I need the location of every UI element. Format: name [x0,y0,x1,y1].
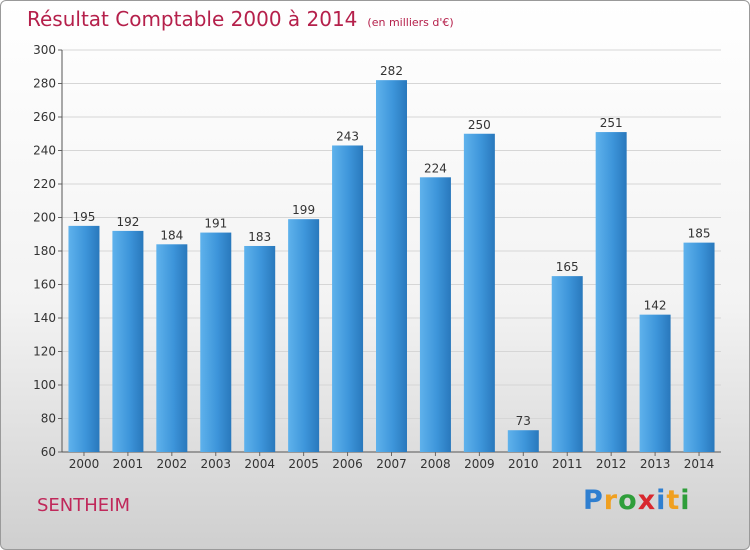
place-name: SENTHEIM [37,495,131,516]
x-tick-label-2011: 2011 [552,457,583,471]
x-tick-label-2001: 2001 [113,457,144,471]
y-tick-label: 60 [41,445,56,459]
value-label-2014: 185 [688,227,711,241]
value-label-2012: 251 [600,116,623,130]
value-label-2013: 142 [644,299,667,313]
value-label-2003: 191 [204,217,227,231]
value-label-2001: 192 [116,215,139,229]
bar-2013 [639,314,671,452]
bar-2010 [507,430,539,452]
value-label-2011: 165 [556,260,579,274]
bar-2001 [112,230,144,452]
bar-2007 [376,80,407,453]
x-tick-label-2009: 2009 [464,457,495,471]
value-label-2000: 195 [73,210,96,224]
bar-2014 [683,242,715,452]
y-tick-label: 100 [33,378,56,392]
y-tick-label: 160 [33,278,56,292]
y-tick-label: 180 [33,244,56,258]
x-tick-label-2012: 2012 [596,457,627,471]
chart-title-text: Résultat Comptable 2000 à 2014 [27,7,358,31]
x-tick-label-2010: 2010 [508,457,539,471]
x-tick-label-2008: 2008 [420,457,451,471]
y-tick-label: 200 [33,211,56,225]
value-label-2002: 184 [160,228,183,242]
y-tick-label: 80 [41,412,56,426]
bar-2002 [156,244,188,452]
bar-2000 [68,225,100,452]
x-tick-label-2013: 2013 [640,457,671,471]
x-tick-label-2014: 2014 [684,457,715,471]
x-tick-label-2002: 2002 [157,457,188,471]
proxiti-logo: Proxiti [583,485,691,516]
y-tick-label: 280 [33,77,56,91]
logo-letter: x [637,485,657,516]
bar-2011 [551,276,583,452]
bar-2012 [595,132,627,452]
y-tick-label: 120 [33,345,56,359]
logo-letter: i [680,485,691,516]
value-label-2009: 250 [468,118,491,132]
y-tick-label: 300 [33,43,56,57]
y-tick-label: 220 [33,177,56,191]
logo-letter: P [583,485,604,516]
y-tick-label: 260 [33,110,56,124]
x-tick-label-2004: 2004 [244,457,275,471]
value-label-2005: 199 [292,203,315,217]
value-label-2008: 224 [424,161,447,175]
value-label-2006: 243 [336,129,359,143]
x-tick-labels: 2000 2001 2002 2003 2004 2005 2006 2007 2008 2009… [69,452,715,471]
bar-2009 [463,133,495,452]
value-label-2004: 183 [248,230,271,244]
value-label-2007: 282 [380,64,403,78]
bar-2008 [419,177,451,453]
y-tick-label: 140 [33,311,56,325]
chart-title: Résultat Comptable 2000 à 2014 (en millie… [27,7,454,31]
logo-letter: o [618,485,638,516]
y-tick-label: 240 [33,144,56,158]
y-tick-labels: 60 80 100 120 140 160 180 200 220 240 260 280 300 [33,43,56,459]
bar-2006 [332,145,364,452]
x-tick-label-2003: 2003 [200,457,231,471]
bar-2003 [200,232,232,452]
logo-letter: t [666,485,681,516]
x-tick-label-2007: 2007 [376,457,407,471]
bars [68,80,715,453]
x-tick-label-2005: 2005 [288,457,319,471]
x-tick-label-2000: 2000 [69,457,100,471]
bar-2004 [244,245,276,452]
value-labels: 195 192 184 191 183 199 243 282 224 250 73 165 251 14… [73,64,711,428]
bar-2005 [288,219,320,452]
unit-note: (en milliers d'€) [367,16,454,29]
x-tick-label-2006: 2006 [332,457,363,471]
logo-letter: i [656,485,667,516]
logo-letter: r [603,485,619,516]
value-label-2010: 73 [516,414,531,428]
